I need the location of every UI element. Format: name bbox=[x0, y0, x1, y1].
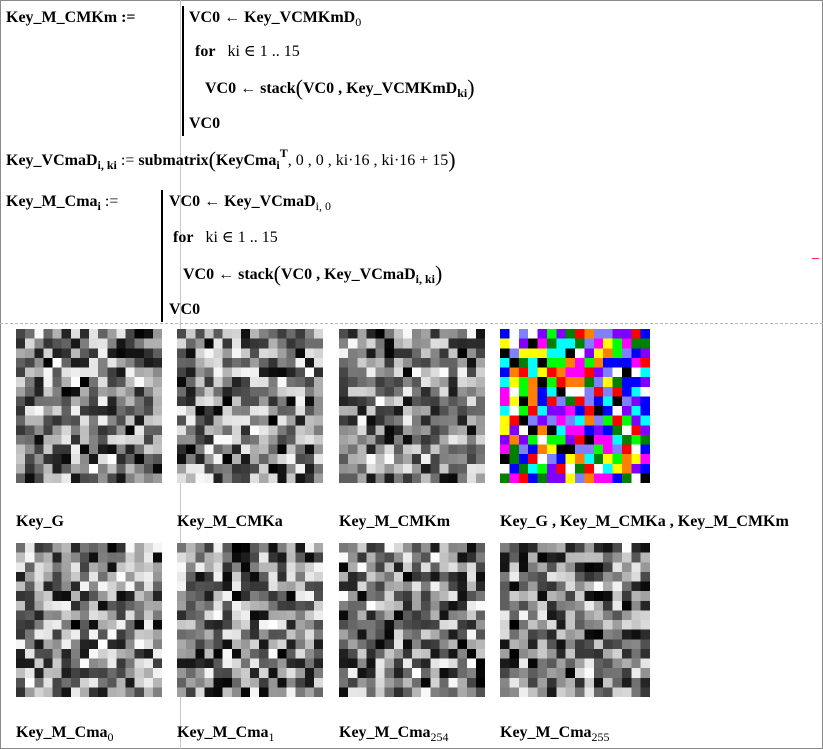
rgb-combined-image[interactable] bbox=[500, 329, 650, 483]
caption-key-m-cma-0: Key_M_Cma0 bbox=[16, 724, 114, 744]
submatrix-definition[interactable]: Key_VCmaDi, ki := submatrix(KeyCmaiT, 0 … bbox=[6, 146, 456, 172]
caption-rgb-combined: Key_G , Key_M_CMKa , Key_M_CMKm bbox=[500, 513, 789, 530]
key-m-cmkm-image[interactable] bbox=[339, 329, 485, 483]
program2-return[interactable]: VC0 bbox=[169, 301, 201, 318]
program2-for-line[interactable]: for ki ∈ 1 .. 15 bbox=[173, 229, 278, 246]
program1-lhs[interactable]: Key_M_CMKm := bbox=[6, 9, 136, 26]
key-m-cmka-image[interactable] bbox=[177, 329, 323, 483]
program1-stack-line[interactable]: VC0 ← stack(VC0 , Key_VCMKmDki) bbox=[205, 75, 475, 100]
program1-line1[interactable]: VC0 ← Key_VCMKmD0 bbox=[189, 9, 362, 29]
program2-line1[interactable]: VC0 ← Key_VCmaDi, 0 bbox=[169, 193, 331, 213]
key-m-cma-1-image[interactable] bbox=[177, 543, 323, 697]
key-m-cma-254-image[interactable] bbox=[339, 543, 485, 697]
caption-key-m-cma-255: Key_M_Cma255 bbox=[500, 724, 610, 744]
caption-key-m-cma-254: Key_M_Cma254 bbox=[339, 724, 449, 744]
program2-lhs[interactable]: Key_M_Cmai := bbox=[6, 193, 119, 213]
red-marker bbox=[812, 258, 819, 259]
caption-key-m-cmka: Key_M_CMKa bbox=[177, 513, 283, 530]
caption-key-m-cma-1: Key_M_Cma1 bbox=[177, 724, 275, 744]
key-m-cma-255-image[interactable] bbox=[500, 543, 650, 697]
program1-for-line[interactable]: for ki ∈ 1 .. 15 bbox=[195, 43, 300, 60]
key-g-image[interactable] bbox=[16, 329, 162, 483]
program2-stack-line[interactable]: VC0 ← stack(VC0 , Key_VCmaDi, ki) bbox=[183, 261, 443, 286]
program1-bracket bbox=[182, 6, 184, 136]
program1-return[interactable]: VC0 bbox=[189, 115, 221, 132]
program2-bracket bbox=[161, 190, 163, 322]
page-break-separator bbox=[0, 323, 823, 324]
caption-key-m-cmkm: Key_M_CMKm bbox=[339, 513, 451, 530]
caption-key-g: Key_G bbox=[16, 513, 64, 530]
key-m-cma-0-image[interactable] bbox=[16, 543, 162, 697]
